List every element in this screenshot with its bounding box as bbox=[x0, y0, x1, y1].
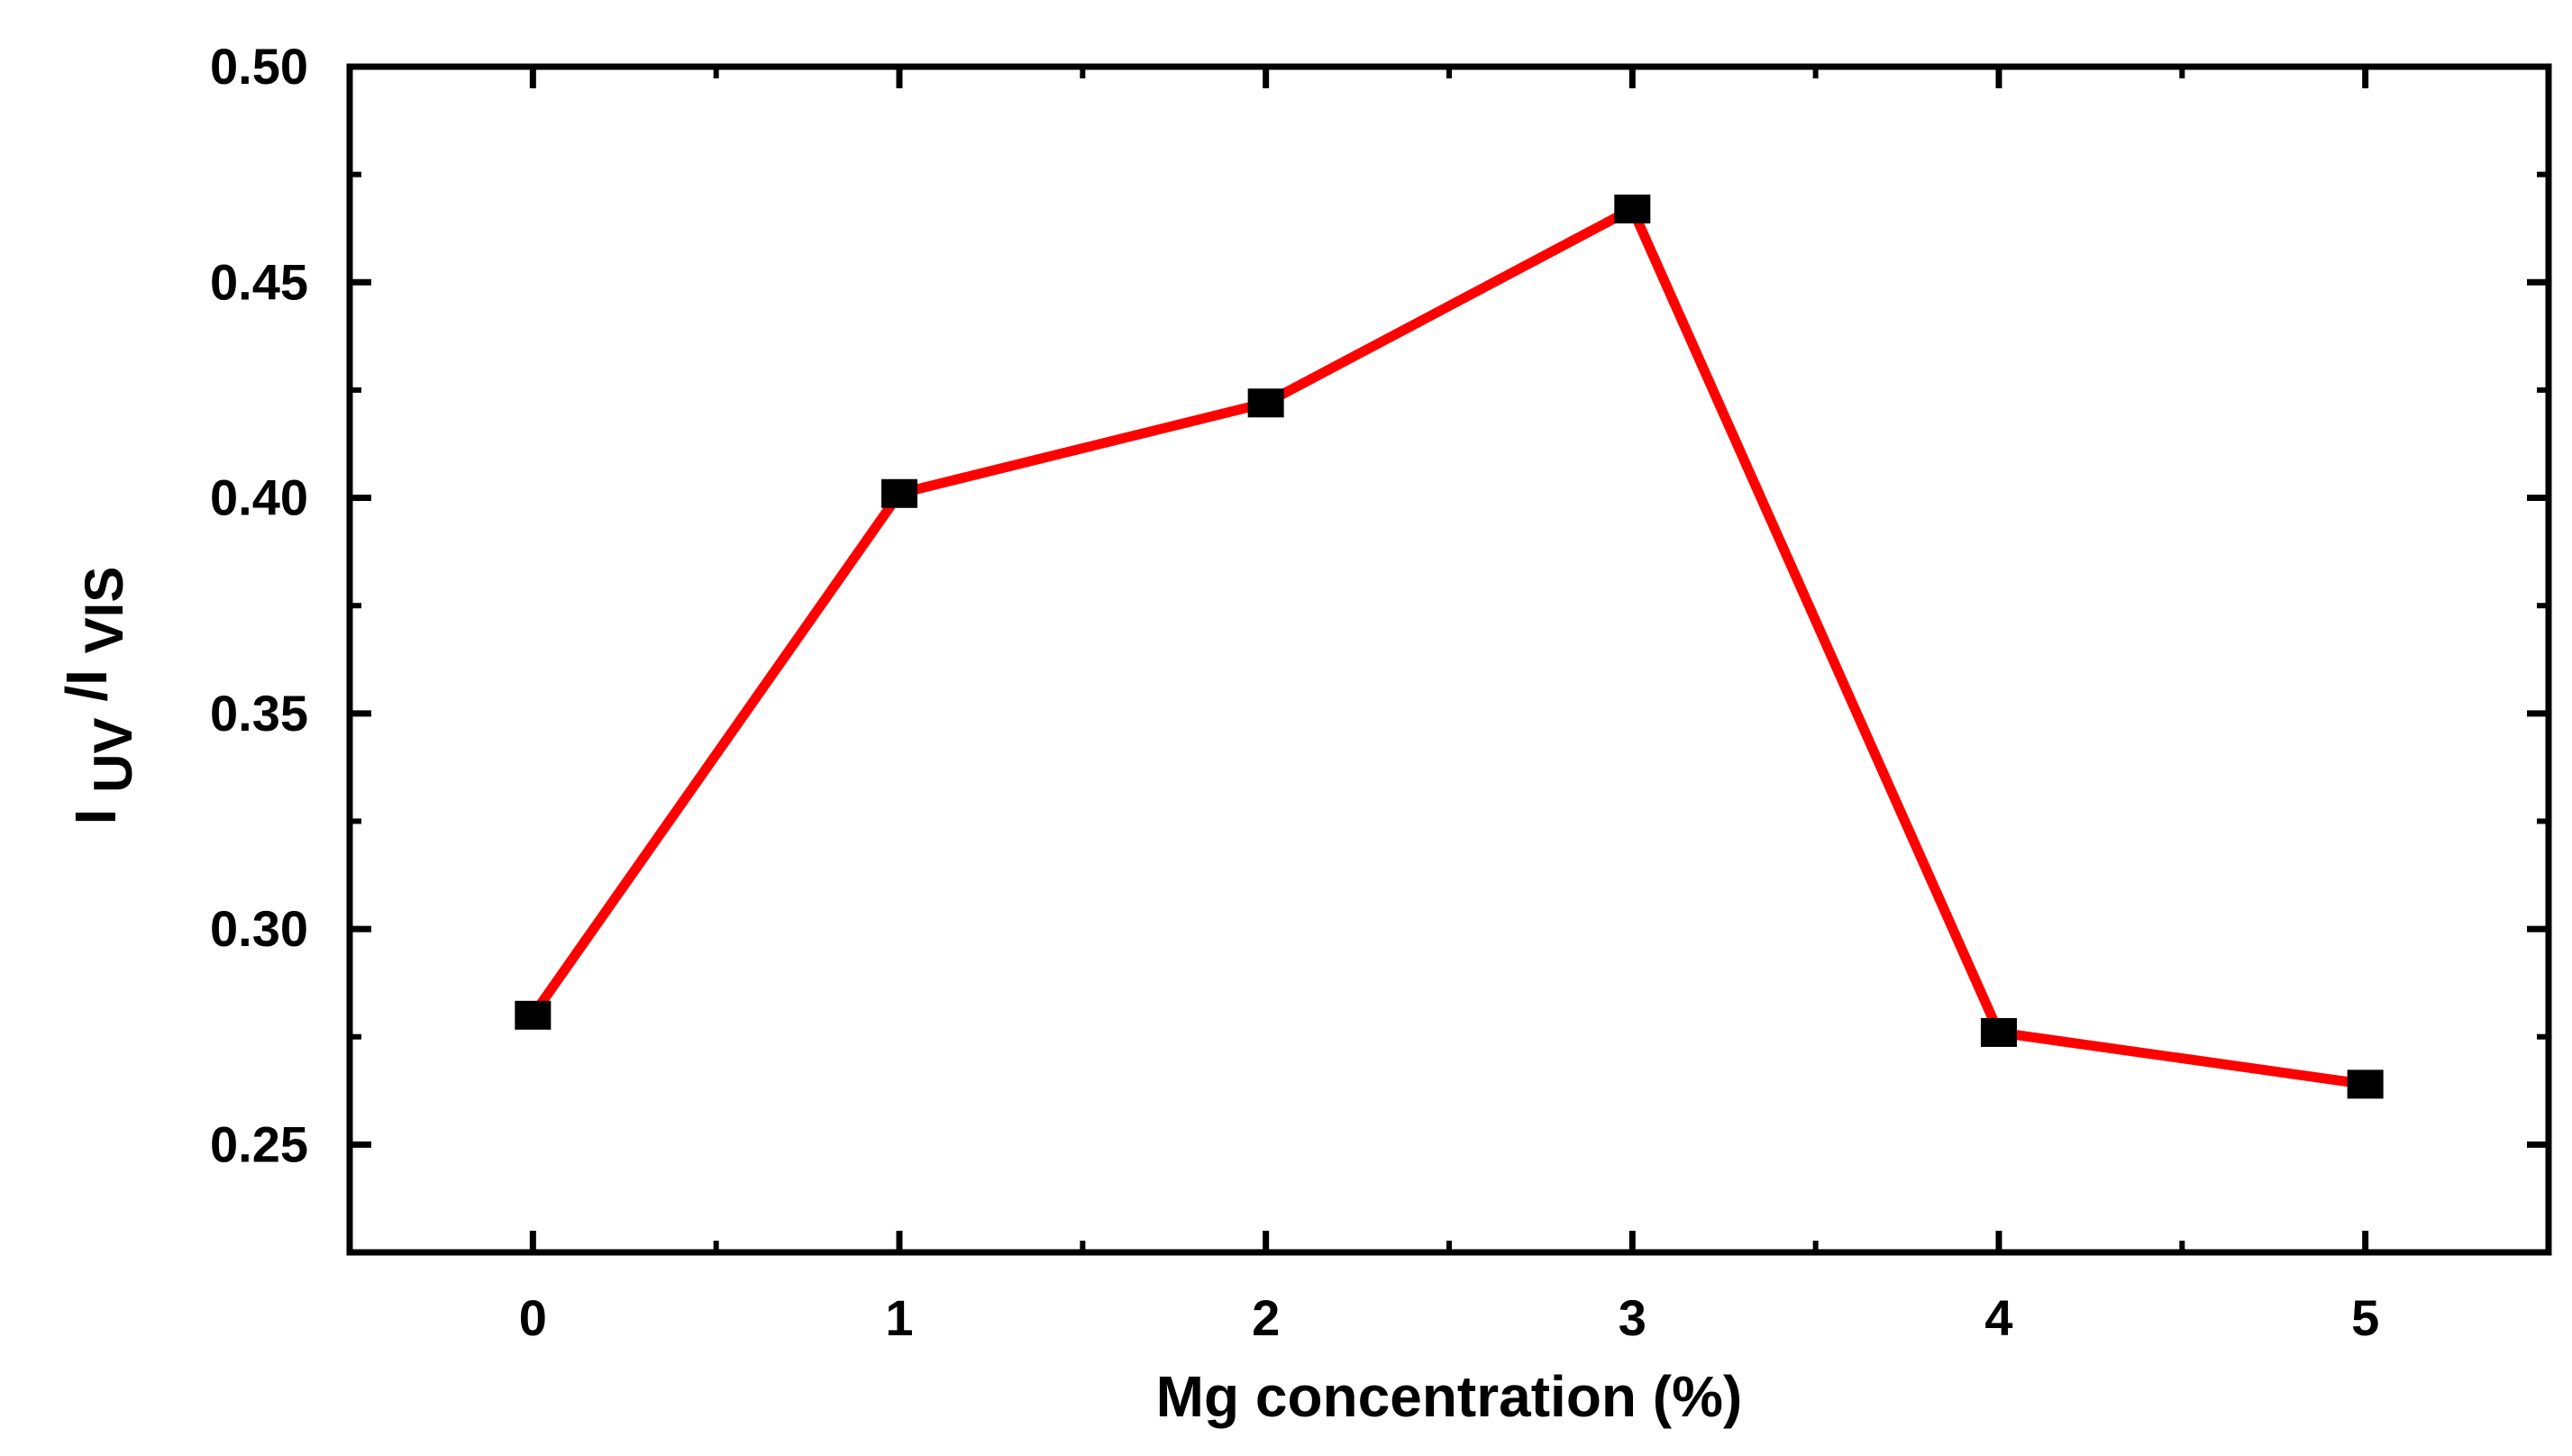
y-tick-label: 0.45 bbox=[210, 253, 308, 310]
y-tick-label: 0.50 bbox=[210, 38, 308, 95]
data-point bbox=[1247, 388, 1284, 418]
data-point bbox=[881, 478, 917, 508]
data-point bbox=[1614, 194, 1651, 223]
ticks-layer bbox=[350, 63, 2549, 1252]
data-point bbox=[1981, 1017, 2017, 1047]
series-line bbox=[528, 202, 2367, 1089]
data-point bbox=[2347, 1069, 2384, 1099]
y-axis-title-subscript-uv: UV bbox=[83, 717, 143, 792]
y-tick-label: 0.35 bbox=[210, 685, 308, 742]
y-axis-title-subscript-vis: VIS bbox=[74, 567, 134, 654]
data-point bbox=[515, 1000, 552, 1030]
x-tick-label: 0 bbox=[519, 1289, 547, 1346]
x-tick-label: 5 bbox=[2351, 1289, 2379, 1346]
x-tick-label: 3 bbox=[1619, 1289, 1646, 1346]
labels-layer: 0 1 2 3 4 5 0.25 0.30 0.35 0.40 0.45 0.50 bbox=[210, 38, 2379, 1346]
x-tick-label: 4 bbox=[1984, 1289, 2012, 1346]
axes-frame bbox=[346, 63, 2552, 1256]
plot-frame bbox=[346, 63, 2552, 1256]
y-tick-label: 0.25 bbox=[210, 1115, 308, 1172]
y-axis-title: I UV /I VIS bbox=[54, 567, 143, 825]
y-axis-title-slash: /I bbox=[54, 669, 119, 702]
y-tick-label: 0.30 bbox=[210, 900, 308, 957]
series-layer bbox=[515, 194, 2384, 1099]
y-tick-label: 0.40 bbox=[210, 469, 308, 526]
x-axis-title: Mg concentration (%) bbox=[1156, 1364, 1743, 1429]
y-axis-title-main: I bbox=[63, 809, 128, 825]
x-tick-label: 1 bbox=[885, 1289, 913, 1346]
x-tick-label: 2 bbox=[1252, 1289, 1280, 1346]
